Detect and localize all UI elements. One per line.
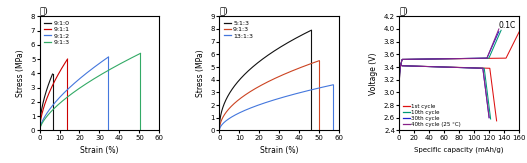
Text: 가): 가) [40,7,48,15]
Legend: 1st cycle, 10th cycle, 30th cycle, 40th cycle (25 °C): 1st cycle, 10th cycle, 30th cycle, 40th … [402,103,462,128]
Text: 나): 나) [219,7,228,15]
X-axis label: Strain (%): Strain (%) [260,146,299,155]
Y-axis label: Stress (MPa): Stress (MPa) [196,50,205,97]
Text: 다): 다) [399,7,408,15]
Y-axis label: Stress (MPa): Stress (MPa) [16,50,25,97]
X-axis label: Specific capacity (mAh/g): Specific capacity (mAh/g) [414,146,504,153]
Legend: 9:1:0, 9:1:1, 9:1:2, 9:1:3: 9:1:0, 9:1:1, 9:1:2, 9:1:3 [43,19,71,46]
Legend: 5:1:3, 9:1:3, 13:1:3: 5:1:3, 9:1:3, 13:1:3 [222,19,255,40]
Y-axis label: Voltage (V): Voltage (V) [369,52,378,95]
X-axis label: Strain (%): Strain (%) [80,146,119,155]
Text: 0.1C: 0.1C [498,21,515,30]
